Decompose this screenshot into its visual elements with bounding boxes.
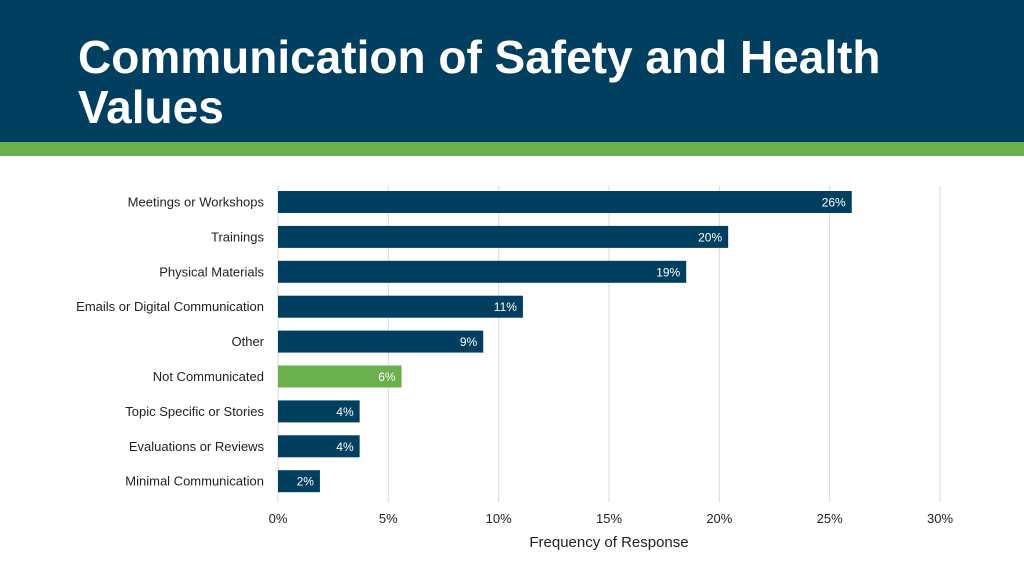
category-label: Other [231, 334, 264, 349]
bar [278, 225, 729, 248]
x-tick-label: 15% [596, 511, 622, 526]
value-labels: 26% 20% 19% 11% 9% 6% 4% 4% 2% [297, 196, 846, 489]
x-tick-label: 25% [817, 511, 843, 526]
bar [278, 400, 360, 423]
category-label: Meetings or Workshops [128, 195, 265, 210]
category-label: Emails or Digital Communication [76, 299, 264, 314]
data-label: 6% [378, 370, 396, 384]
accent-stripe [0, 142, 1024, 156]
title-banner: Communication of Safety and Health Value… [0, 0, 1024, 142]
data-label: 20% [698, 230, 722, 244]
bar [278, 191, 852, 213]
x-axis-title: Frequency of Response [529, 534, 688, 551]
bars [278, 191, 852, 493]
x-axis-tick-labels: 0% 5% 10% 15% 20% 25% 30% [269, 511, 954, 526]
bar [278, 330, 484, 353]
category-label: Physical Materials [159, 264, 264, 279]
category-label: Not Communicated [153, 369, 264, 384]
data-label: 2% [297, 475, 315, 489]
x-tick-label: 10% [486, 511, 512, 526]
category-label: Topic Specific or Stories [125, 404, 264, 419]
x-tick-label: 5% [379, 511, 398, 526]
bar-chart: Meetings or Workshops Trainings Physical M… [76, 186, 954, 551]
x-tick-label: 0% [269, 511, 288, 526]
data-label: 9% [460, 335, 478, 349]
page-title: Communication of Safety and Health Value… [78, 31, 881, 133]
data-label: 4% [336, 405, 354, 419]
category-label: Minimal Communication [125, 474, 264, 489]
category-label: Evaluations or Reviews [129, 439, 265, 454]
data-label: 11% [494, 300, 517, 314]
data-label: 26% [822, 196, 846, 210]
data-label: 19% [656, 265, 680, 279]
category-label: Trainings [211, 229, 264, 244]
bar [278, 365, 402, 388]
x-tick-label: 30% [927, 511, 953, 526]
bar [278, 295, 523, 318]
bar [278, 435, 360, 458]
x-tick-label: 20% [706, 511, 732, 526]
data-label: 4% [336, 440, 354, 454]
category-labels: Meetings or Workshops Trainings Physical M… [76, 195, 265, 489]
bar [278, 260, 687, 283]
bar [278, 470, 320, 493]
